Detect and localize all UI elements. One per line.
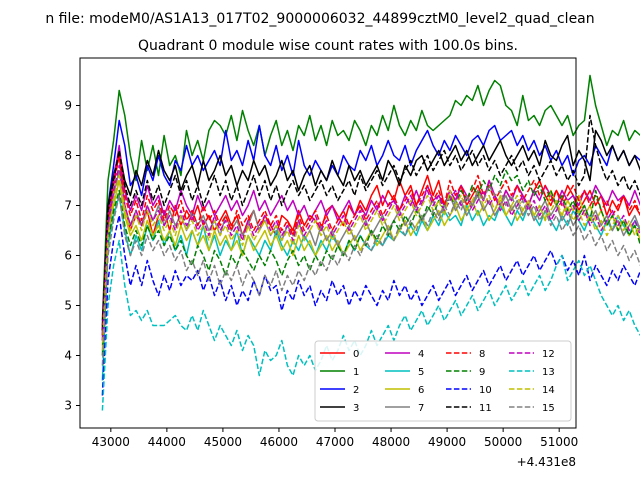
legend-label-2: 2 xyxy=(353,385,359,396)
series-line-11 xyxy=(101,114,640,331)
plot-frame xyxy=(79,57,577,429)
series-line-0 xyxy=(101,154,640,331)
series-line-10 xyxy=(101,214,640,396)
legend-label-15: 15 xyxy=(542,403,555,414)
legend-label-1: 1 xyxy=(353,367,359,378)
series-line-3 xyxy=(101,129,640,326)
legend-label-10: 10 xyxy=(479,385,492,396)
legend-label-12: 12 xyxy=(542,349,555,360)
y-tick-label: 3 xyxy=(64,399,72,413)
series-line-1 xyxy=(101,74,640,321)
legend-label-6: 6 xyxy=(418,385,424,396)
x-tick-label: 50000 xyxy=(484,435,522,449)
x-tick-label: 45000 xyxy=(204,435,242,449)
series-line-12 xyxy=(101,164,640,341)
legend-frame xyxy=(314,340,572,422)
series-line-14 xyxy=(101,174,640,351)
legend-label-14: 14 xyxy=(542,385,555,396)
legend-label-11: 11 xyxy=(479,403,492,414)
series-line-13 xyxy=(101,239,640,411)
y-tick-label: 6 xyxy=(64,249,72,263)
legend-label-8: 8 xyxy=(479,349,485,360)
x-tick-label: 48000 xyxy=(372,435,410,449)
legend-label-3: 3 xyxy=(353,403,359,414)
y-axis: 3 4 5 6 7 8 9 xyxy=(64,99,80,413)
series-layer xyxy=(101,74,640,411)
legend-label-5: 5 xyxy=(418,367,424,378)
x-tick-label: 47000 xyxy=(316,435,354,449)
series-line-8 xyxy=(101,154,640,336)
series-line-2 xyxy=(101,119,640,336)
x-tick-label: 43000 xyxy=(92,435,130,449)
series-line-6 xyxy=(101,179,640,346)
y-tick-label: 7 xyxy=(64,199,72,213)
y-tick-label: 9 xyxy=(64,99,72,113)
legend-label-4: 4 xyxy=(418,349,424,360)
x-axis: 43000 44000 45000 46000 47000 48000 49000 50000… xyxy=(92,428,578,449)
x-axis-offset-label: +4.431e8 xyxy=(517,455,576,469)
series-line-4 xyxy=(101,144,640,331)
y-tick-label: 8 xyxy=(64,149,72,163)
legend-label-13: 13 xyxy=(542,367,555,378)
legend-label-9: 9 xyxy=(479,367,485,378)
x-tick-label: 44000 xyxy=(148,435,186,449)
x-tick-label: 51000 xyxy=(540,435,578,449)
y-tick-label: 5 xyxy=(64,299,72,313)
legend-label-7: 7 xyxy=(418,403,424,414)
series-line-15 xyxy=(101,184,640,366)
legend-label-0: 0 xyxy=(353,349,359,360)
x-tick-label: 49000 xyxy=(428,435,466,449)
chart-title: Quadrant 0 module wise count rates with … xyxy=(138,38,518,54)
figure-suptitle: n file: modeM0/AS1A13_017T02_9000006032_… xyxy=(45,11,594,27)
series-line-9 xyxy=(101,169,640,356)
y-tick-label: 4 xyxy=(64,349,72,363)
x-tick-label: 46000 xyxy=(260,435,298,449)
